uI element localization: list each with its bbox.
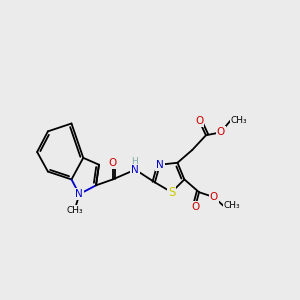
Text: CH₃: CH₃ (230, 116, 247, 125)
Text: O: O (210, 192, 218, 202)
Text: N: N (76, 189, 83, 199)
Text: O: O (191, 202, 199, 212)
Text: CH₃: CH₃ (66, 206, 83, 215)
Text: O: O (195, 116, 203, 126)
Text: CH₃: CH₃ (224, 201, 240, 210)
Text: N: N (131, 165, 139, 175)
Text: H: H (131, 157, 138, 166)
Text: O: O (109, 158, 117, 168)
Text: N: N (156, 160, 164, 170)
Text: O: O (217, 127, 225, 137)
Text: S: S (168, 186, 175, 199)
